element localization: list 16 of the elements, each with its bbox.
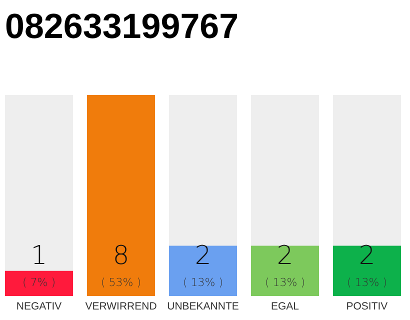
annotation: ( 7% ) xyxy=(22,276,56,289)
data-label: 2 xyxy=(194,241,212,271)
annotation: ( 13% ) xyxy=(264,276,306,289)
chart-title: 082633199767 xyxy=(5,7,239,46)
x-tick-label: VERWIRREND xyxy=(85,300,158,312)
data-label: 1 xyxy=(30,241,48,271)
annotation: ( 13% ) xyxy=(182,276,224,289)
data-label: 2 xyxy=(276,241,294,271)
data-label: 2 xyxy=(358,241,376,271)
x-tick-label: UNBEKANNTE xyxy=(167,300,239,312)
x-tick-label: NEGATIV xyxy=(16,300,62,312)
annotation: ( 53% ) xyxy=(100,276,142,289)
data-label: 8 xyxy=(112,241,130,271)
x-tick-label: EGAL xyxy=(270,300,300,312)
x-tick-label: POSITIV xyxy=(346,300,388,312)
annotation: ( 13% ) xyxy=(346,276,387,289)
